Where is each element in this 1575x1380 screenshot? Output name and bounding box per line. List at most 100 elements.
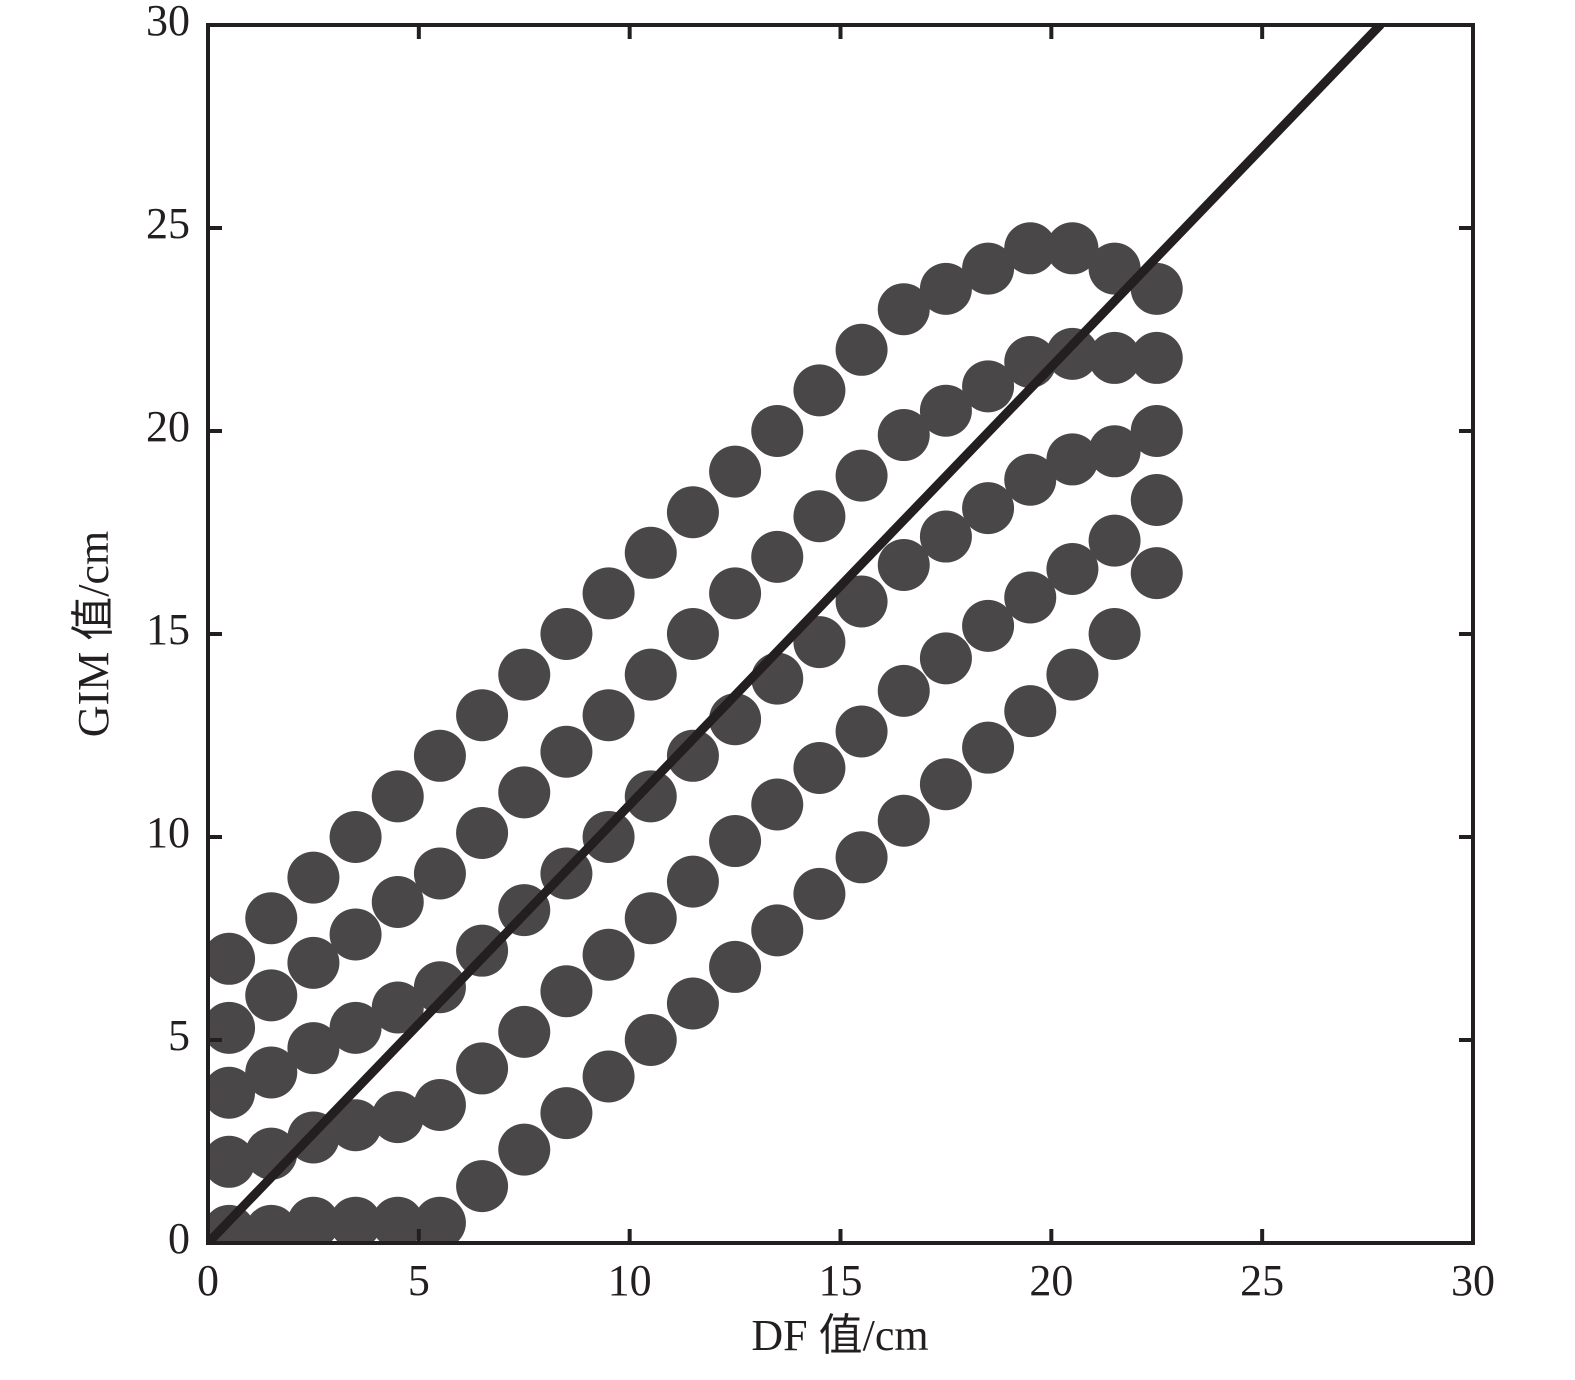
y-axis-label: GIM 值/cm (69, 531, 118, 738)
scatter-point (624, 892, 677, 945)
scatter-point (624, 770, 677, 823)
y-tick-label: 15 (146, 605, 190, 654)
scatter-point (208, 1066, 256, 1119)
scatter-point (919, 262, 972, 315)
scatter-point (877, 794, 930, 847)
scatter-point (540, 608, 593, 660)
scatter-point (1130, 331, 1183, 384)
scatter-point (962, 360, 1015, 413)
scatter-point (413, 847, 466, 900)
scatter-point (793, 490, 846, 543)
y-tick-label: 0 (168, 1214, 190, 1263)
scatter-point (877, 409, 930, 462)
scatter-point (1130, 547, 1183, 600)
scatter-point (835, 449, 888, 502)
scatter-point (1004, 685, 1057, 738)
scatter-point (919, 632, 972, 685)
scatter-point (456, 689, 509, 742)
scatter-point (877, 538, 930, 591)
scatter-point (582, 811, 635, 863)
y-tick-label: 30 (146, 0, 190, 45)
scatter-point (245, 1046, 298, 1099)
scatter-point (1046, 327, 1099, 380)
scatter-point (709, 445, 762, 498)
x-tick-label: 10 (608, 1256, 652, 1305)
scatter-point (498, 1123, 551, 1176)
scatter-point (371, 1091, 424, 1144)
scatter-point (1088, 514, 1141, 567)
scatter-point (329, 908, 382, 961)
scatter-point (1088, 331, 1141, 384)
scatter-point (793, 364, 846, 417)
x-tick-label: 25 (1240, 1256, 1284, 1305)
x-tick-label: 20 (1029, 1256, 1073, 1305)
scatter-point (1088, 608, 1141, 660)
scatter-point (329, 1196, 382, 1243)
x-tick-label: 30 (1451, 1256, 1495, 1305)
scatter-point (709, 815, 762, 868)
scatter-point (793, 867, 846, 920)
y-tick-label: 5 (168, 1011, 190, 1060)
scatter-point (287, 1022, 340, 1075)
scatter-point (1088, 425, 1141, 478)
y-tick-label: 10 (146, 808, 190, 857)
scatter-point (540, 725, 593, 778)
scatter-point (413, 1078, 466, 1131)
scatter-point (582, 567, 635, 620)
scatter-point (498, 766, 551, 819)
scatter-point (1046, 648, 1099, 701)
scatter-point (1130, 474, 1183, 527)
scatter-point (624, 648, 677, 701)
scatter-point (624, 1014, 677, 1066)
scatter-point (371, 875, 424, 928)
scatter-point (371, 1196, 424, 1243)
scatter-point (666, 608, 719, 660)
scatter-point (835, 575, 888, 628)
scatter-point (751, 530, 804, 583)
scatter-point (413, 961, 466, 1014)
scatter-point (245, 892, 298, 945)
scatter-point (793, 616, 846, 669)
scatter-point (498, 648, 551, 701)
scatter-point (582, 1050, 635, 1103)
fit-line (208, 25, 1385, 1243)
scatter-point (962, 482, 1015, 535)
x-tick-label: 15 (819, 1256, 863, 1305)
scatter-point (835, 323, 888, 376)
scatter-point (287, 851, 340, 904)
scatter-point (245, 1204, 298, 1243)
scatter-point (1004, 222, 1057, 275)
scatter-point (666, 729, 719, 782)
scatter-point (540, 965, 593, 1018)
scatter-point (709, 940, 762, 993)
scatter-point (1130, 405, 1183, 457)
scatter-point (413, 729, 466, 782)
scatter-point (456, 924, 509, 977)
scatter-point (877, 283, 930, 336)
scatter-point (666, 977, 719, 1030)
scatter-point (329, 1099, 382, 1152)
plot-area (208, 25, 1385, 1243)
x-axis-label: DF 值/cm (751, 1311, 928, 1360)
scatter-point (666, 855, 719, 908)
scatter-point (835, 831, 888, 884)
scatter-point (877, 664, 930, 717)
scatter-point (329, 1001, 382, 1054)
scatter-point (793, 741, 846, 794)
y-tick-label: 25 (146, 199, 190, 248)
scatter-point (208, 932, 256, 985)
scatter-point (624, 526, 677, 579)
scatter-point (1046, 543, 1099, 596)
scatter-point (962, 721, 1015, 774)
scatter-point (287, 1196, 340, 1243)
scatter-point (962, 599, 1015, 652)
scatter-point (751, 904, 804, 957)
y-tick-label: 20 (146, 402, 190, 451)
scatter-point (413, 1196, 466, 1243)
scatter-point (371, 981, 424, 1034)
scatter-point (919, 758, 972, 811)
scatter-point (582, 689, 635, 742)
scatter-point (371, 770, 424, 823)
scatter-point (751, 652, 804, 705)
